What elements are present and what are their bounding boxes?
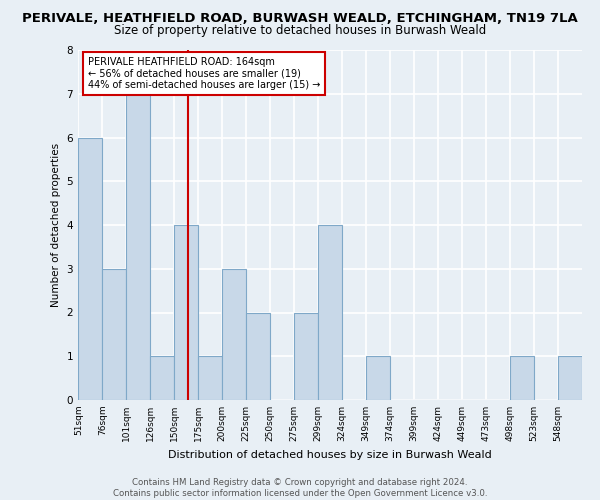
Bar [366, 356, 390, 400]
Bar [223, 269, 247, 400]
Bar [294, 312, 318, 400]
Text: PERIVALE, HEATHFIELD ROAD, BURWASH WEALD, ETCHINGHAM, TN19 7LA: PERIVALE, HEATHFIELD ROAD, BURWASH WEALD… [22, 12, 578, 26]
Bar [510, 356, 534, 400]
Bar [103, 269, 127, 400]
Bar [247, 312, 270, 400]
Bar [318, 225, 342, 400]
Bar [558, 356, 582, 400]
Text: Size of property relative to detached houses in Burwash Weald: Size of property relative to detached ho… [114, 24, 486, 37]
Bar [127, 94, 151, 400]
Bar [199, 356, 223, 400]
X-axis label: Distribution of detached houses by size in Burwash Weald: Distribution of detached houses by size … [168, 450, 492, 460]
Text: PERIVALE HEATHFIELD ROAD: 164sqm
← 56% of detached houses are smaller (19)
44% o: PERIVALE HEATHFIELD ROAD: 164sqm ← 56% o… [88, 57, 320, 90]
Bar [79, 138, 103, 400]
Bar [151, 356, 175, 400]
Bar [175, 225, 199, 400]
Text: Contains HM Land Registry data © Crown copyright and database right 2024.
Contai: Contains HM Land Registry data © Crown c… [113, 478, 487, 498]
Y-axis label: Number of detached properties: Number of detached properties [51, 143, 61, 307]
